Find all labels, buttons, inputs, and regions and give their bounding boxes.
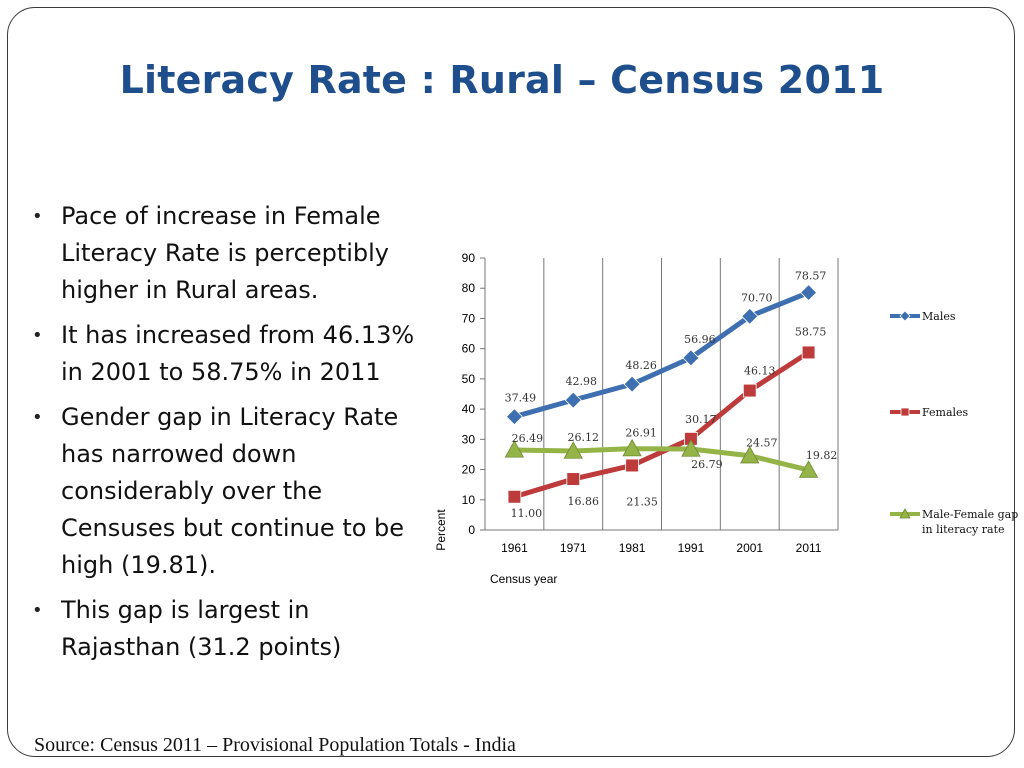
literacy-line-chart: 0 10 20 30 40 50 60 70 80 90 1961 1971 1981 1991 2001 2… — [434, 251, 1018, 586]
x-tick-label: 1981 — [619, 541, 646, 555]
legend-gap-marker — [899, 508, 911, 519]
slide-title: Literacy Rate : Rural – Census 2011 — [119, 58, 885, 102]
gap-point — [681, 439, 701, 457]
y-axis-title: Percent — [434, 509, 448, 551]
y-tick-label: 60 — [462, 342, 476, 356]
gap-point — [622, 438, 642, 457]
y-tick-label: 0 — [468, 523, 475, 537]
females-point — [507, 489, 522, 504]
bullet-item: This gap is largest in Rajasthan (31.2 p… — [30, 592, 430, 666]
gap-point — [563, 441, 583, 459]
gap-data-label: 26.49 — [512, 432, 544, 445]
legend-females-label: Females — [922, 406, 969, 419]
females-data-label: 58.75 — [795, 325, 827, 338]
x-tick-label: 1961 — [501, 541, 528, 555]
gap-data-label: 26.91 — [625, 427, 657, 440]
x-tick-label: 1991 — [678, 541, 705, 555]
males-point — [682, 349, 700, 367]
bullet-item: Gender gap in Literacy Rate has narrowed… — [30, 399, 430, 584]
females-point — [742, 383, 757, 398]
legend-females-marker — [900, 407, 910, 417]
males-data-label: 56.96 — [684, 333, 716, 346]
x-tick-label: 2011 — [796, 541, 822, 555]
females-data-label: 11.00 — [511, 507, 543, 520]
bullet-item: Pace of increase in Female Literacy Rate… — [30, 198, 430, 309]
females-data-label: 30.17 — [685, 413, 717, 426]
slide-frame — [7, 7, 1015, 757]
legend-gap-label: Male-Female gap — [922, 508, 1018, 521]
males-data-label: 37.49 — [505, 392, 537, 405]
females-data-label: 16.86 — [568, 495, 600, 508]
legend-males-label: Males — [922, 310, 956, 323]
males-series-line — [513, 290, 810, 420]
gap-point — [504, 440, 525, 458]
males-point — [741, 307, 759, 325]
females-point — [566, 472, 581, 486]
gap-data-label: 24.57 — [746, 437, 778, 450]
females-data-label: 46.13 — [744, 365, 776, 378]
source-note: Source: Census 2011 – Provisional Popula… — [34, 734, 516, 756]
legend-gap-label: in literacy rate — [922, 523, 1005, 536]
y-tick-label: 40 — [462, 402, 476, 416]
x-tick-label: 1971 — [560, 541, 587, 555]
males-point — [800, 283, 818, 302]
males-point — [623, 375, 641, 393]
males-data-label: 48.26 — [625, 359, 657, 372]
females-data-label: 21.35 — [626, 495, 658, 508]
males-data-label: 78.57 — [795, 270, 827, 283]
gap-point — [798, 460, 819, 478]
legend-males-marker — [899, 310, 911, 322]
y-tick-label: 90 — [462, 251, 476, 265]
gap-data-label: 19.82 — [806, 449, 838, 462]
females-point — [625, 458, 639, 473]
females-series-line — [513, 350, 810, 500]
males-data-label: 42.98 — [566, 375, 598, 388]
gap-point — [740, 445, 760, 464]
gap-series-line — [514, 446, 810, 473]
males-data-label: 70.70 — [741, 291, 773, 304]
gap-data-label: 26.79 — [691, 458, 723, 471]
y-tick-label: 80 — [462, 281, 476, 295]
x-tick-label: 2001 — [736, 541, 763, 555]
females-point — [801, 345, 816, 360]
y-tick-label: 20 — [462, 463, 476, 477]
y-tick-label: 10 — [462, 493, 476, 507]
males-point — [564, 391, 582, 409]
y-tick-label: 70 — [462, 311, 476, 325]
y-tick-label: 50 — [462, 372, 476, 386]
bullet-list: Pace of increase in Female Literacy Rate… — [30, 198, 430, 674]
x-axis-title: Census year — [490, 572, 557, 586]
males-point — [505, 408, 523, 426]
y-tick-label: 30 — [462, 432, 476, 446]
gap-data-label: 26.12 — [568, 431, 600, 444]
bullet-item: It has increased from 46.13% in 2001 to … — [30, 317, 430, 391]
